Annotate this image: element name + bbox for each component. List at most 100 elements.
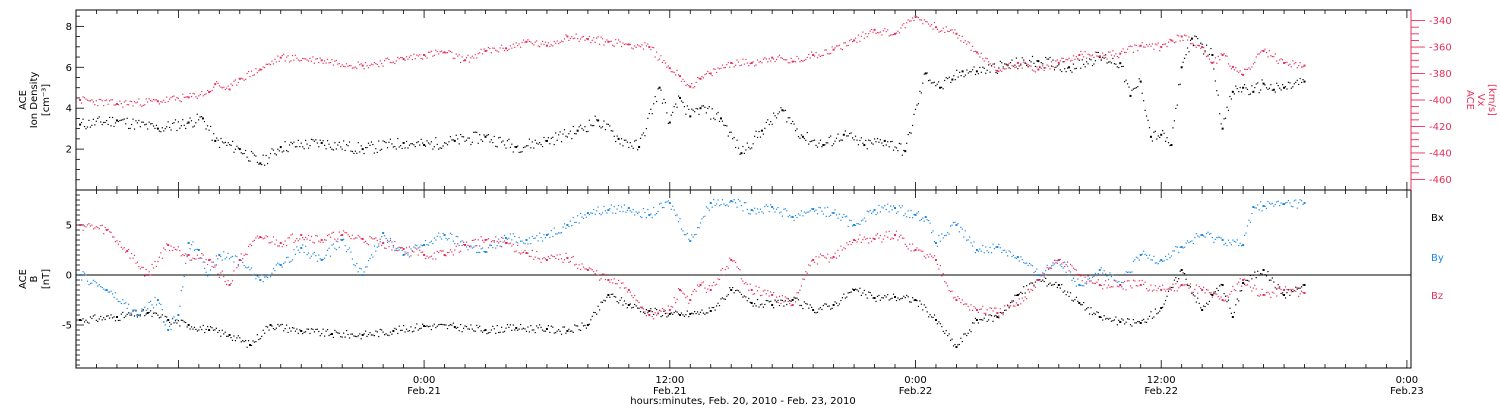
trace-dot xyxy=(1049,56,1051,59)
trace-dot xyxy=(1074,280,1076,283)
trace-dot xyxy=(615,39,617,41)
trace-dot xyxy=(661,315,664,317)
trace-dot xyxy=(635,211,637,213)
trace-dot xyxy=(98,116,100,118)
trace-dot xyxy=(1004,63,1006,65)
trace-dot xyxy=(281,246,283,248)
trace-dot xyxy=(281,54,283,57)
trace-dot xyxy=(1077,300,1079,302)
trace-dot xyxy=(625,287,627,289)
trace-dot xyxy=(616,300,618,303)
trace-dot xyxy=(1112,320,1114,322)
trace-dot xyxy=(656,51,658,53)
trace-dot xyxy=(809,265,811,267)
trace-dot xyxy=(859,287,861,289)
trace-dot xyxy=(452,322,454,324)
trace-dot xyxy=(696,311,699,313)
trace-dot xyxy=(350,150,352,152)
data-point xyxy=(1037,274,1040,276)
trace-dot xyxy=(170,245,172,247)
trace-dot xyxy=(758,61,760,63)
trace-dot xyxy=(1090,280,1092,282)
trace-dot xyxy=(993,63,996,65)
trace-dot xyxy=(522,327,525,329)
trace-dot xyxy=(897,211,899,213)
trace-dot xyxy=(211,139,213,141)
trace-dot xyxy=(473,246,475,248)
trace-dot xyxy=(1246,284,1249,286)
data-point xyxy=(975,51,978,54)
trace-dot xyxy=(505,147,507,149)
trace-dot xyxy=(436,235,438,237)
trace-dot xyxy=(1159,136,1161,139)
trace-dot xyxy=(1091,64,1094,67)
trace-dot xyxy=(119,319,121,322)
data-point xyxy=(709,72,712,75)
data-point xyxy=(791,299,794,301)
trace-dot xyxy=(345,232,348,234)
trace-dot xyxy=(397,332,399,335)
trace-dot xyxy=(210,125,212,128)
trace-dot xyxy=(326,235,329,237)
trace-dot xyxy=(1216,62,1218,64)
trace-dot xyxy=(1219,298,1221,300)
trace-dot xyxy=(180,319,182,321)
trace-dot xyxy=(217,273,219,275)
trace-dot xyxy=(685,84,687,87)
trace-dot xyxy=(1186,284,1189,286)
trace-dot xyxy=(631,295,633,297)
trace-dot xyxy=(705,312,707,314)
trace-dot xyxy=(163,321,165,323)
trace-dot xyxy=(1033,271,1035,274)
data-point xyxy=(975,319,978,321)
trace-dot xyxy=(980,71,982,73)
trace-dot xyxy=(796,128,798,130)
trace-dot xyxy=(309,332,311,335)
trace-dot xyxy=(449,50,452,53)
trace-dot xyxy=(1078,59,1080,61)
trace-dot xyxy=(495,145,497,147)
trace-dot xyxy=(94,280,96,283)
trace-dot xyxy=(136,316,139,318)
trace-dot xyxy=(101,286,103,289)
trace-dot xyxy=(1001,70,1003,72)
trace-dot xyxy=(837,305,839,307)
trace-dot xyxy=(917,211,920,213)
trace-dot xyxy=(1045,56,1047,59)
trace-dot xyxy=(416,141,418,144)
trace-dot xyxy=(667,315,669,317)
trace-dot xyxy=(499,47,501,49)
trace-dot xyxy=(284,141,286,143)
trace-dot xyxy=(579,212,582,215)
trace-dot xyxy=(465,326,468,328)
trace-dot xyxy=(310,328,313,330)
trace-dot xyxy=(322,62,324,64)
trace-dot xyxy=(446,239,449,241)
trace-dot xyxy=(745,281,747,284)
trace-dot xyxy=(347,333,349,336)
trace-dot xyxy=(789,117,791,119)
trace-dot xyxy=(1091,313,1094,316)
trace-dot xyxy=(911,297,914,299)
trace-dot xyxy=(243,152,245,155)
trace-dot xyxy=(783,305,785,307)
trace-dot xyxy=(132,310,134,312)
trace-dot xyxy=(1204,292,1206,294)
trace-dot xyxy=(1031,289,1034,292)
trace-dot xyxy=(335,59,337,62)
trace-dot xyxy=(512,43,514,45)
trace-dot xyxy=(574,37,576,39)
data-point xyxy=(586,324,589,326)
trace-dot xyxy=(1205,289,1208,291)
trace-dot xyxy=(389,331,392,333)
trace-dot xyxy=(174,319,177,321)
trace-dot xyxy=(258,276,260,278)
trace-dot xyxy=(727,205,729,207)
trace-dot xyxy=(231,84,234,86)
trace-dot xyxy=(657,88,659,90)
trace-dot xyxy=(1080,67,1082,69)
data-point xyxy=(79,319,82,321)
trace-dot xyxy=(660,55,662,57)
data-point xyxy=(668,313,671,315)
